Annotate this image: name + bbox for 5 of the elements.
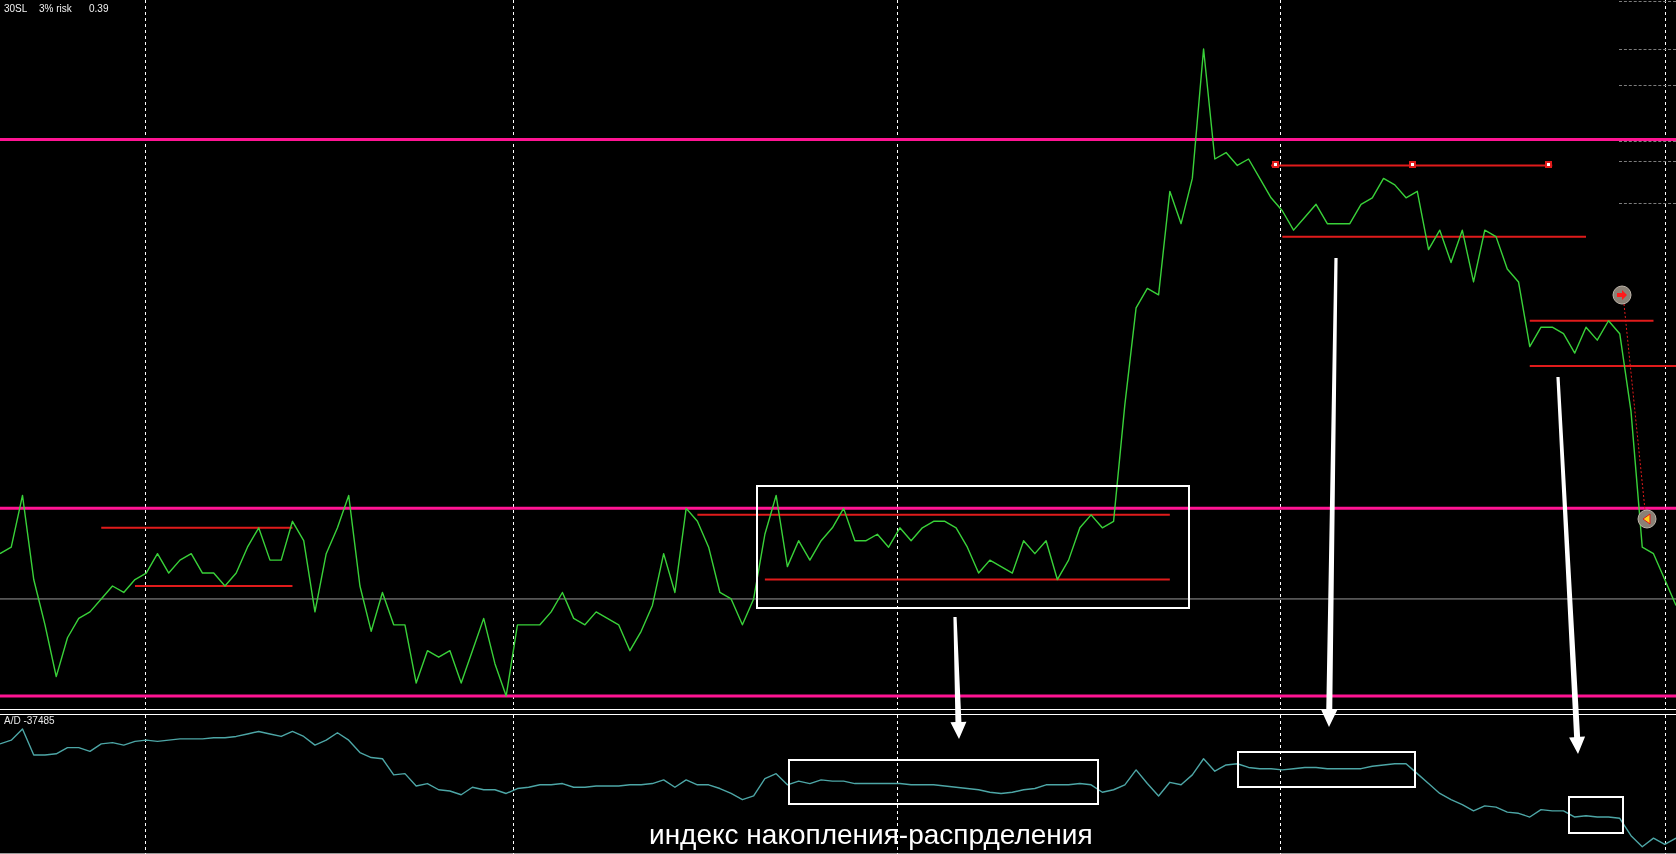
text: 0.39: [89, 3, 109, 15]
text: A/D -37485: [4, 715, 55, 727]
text: 3% risk: [39, 3, 72, 15]
annotation: индекс накопления-распрделения: [649, 818, 1093, 852]
text: 30SL: [4, 3, 28, 15]
